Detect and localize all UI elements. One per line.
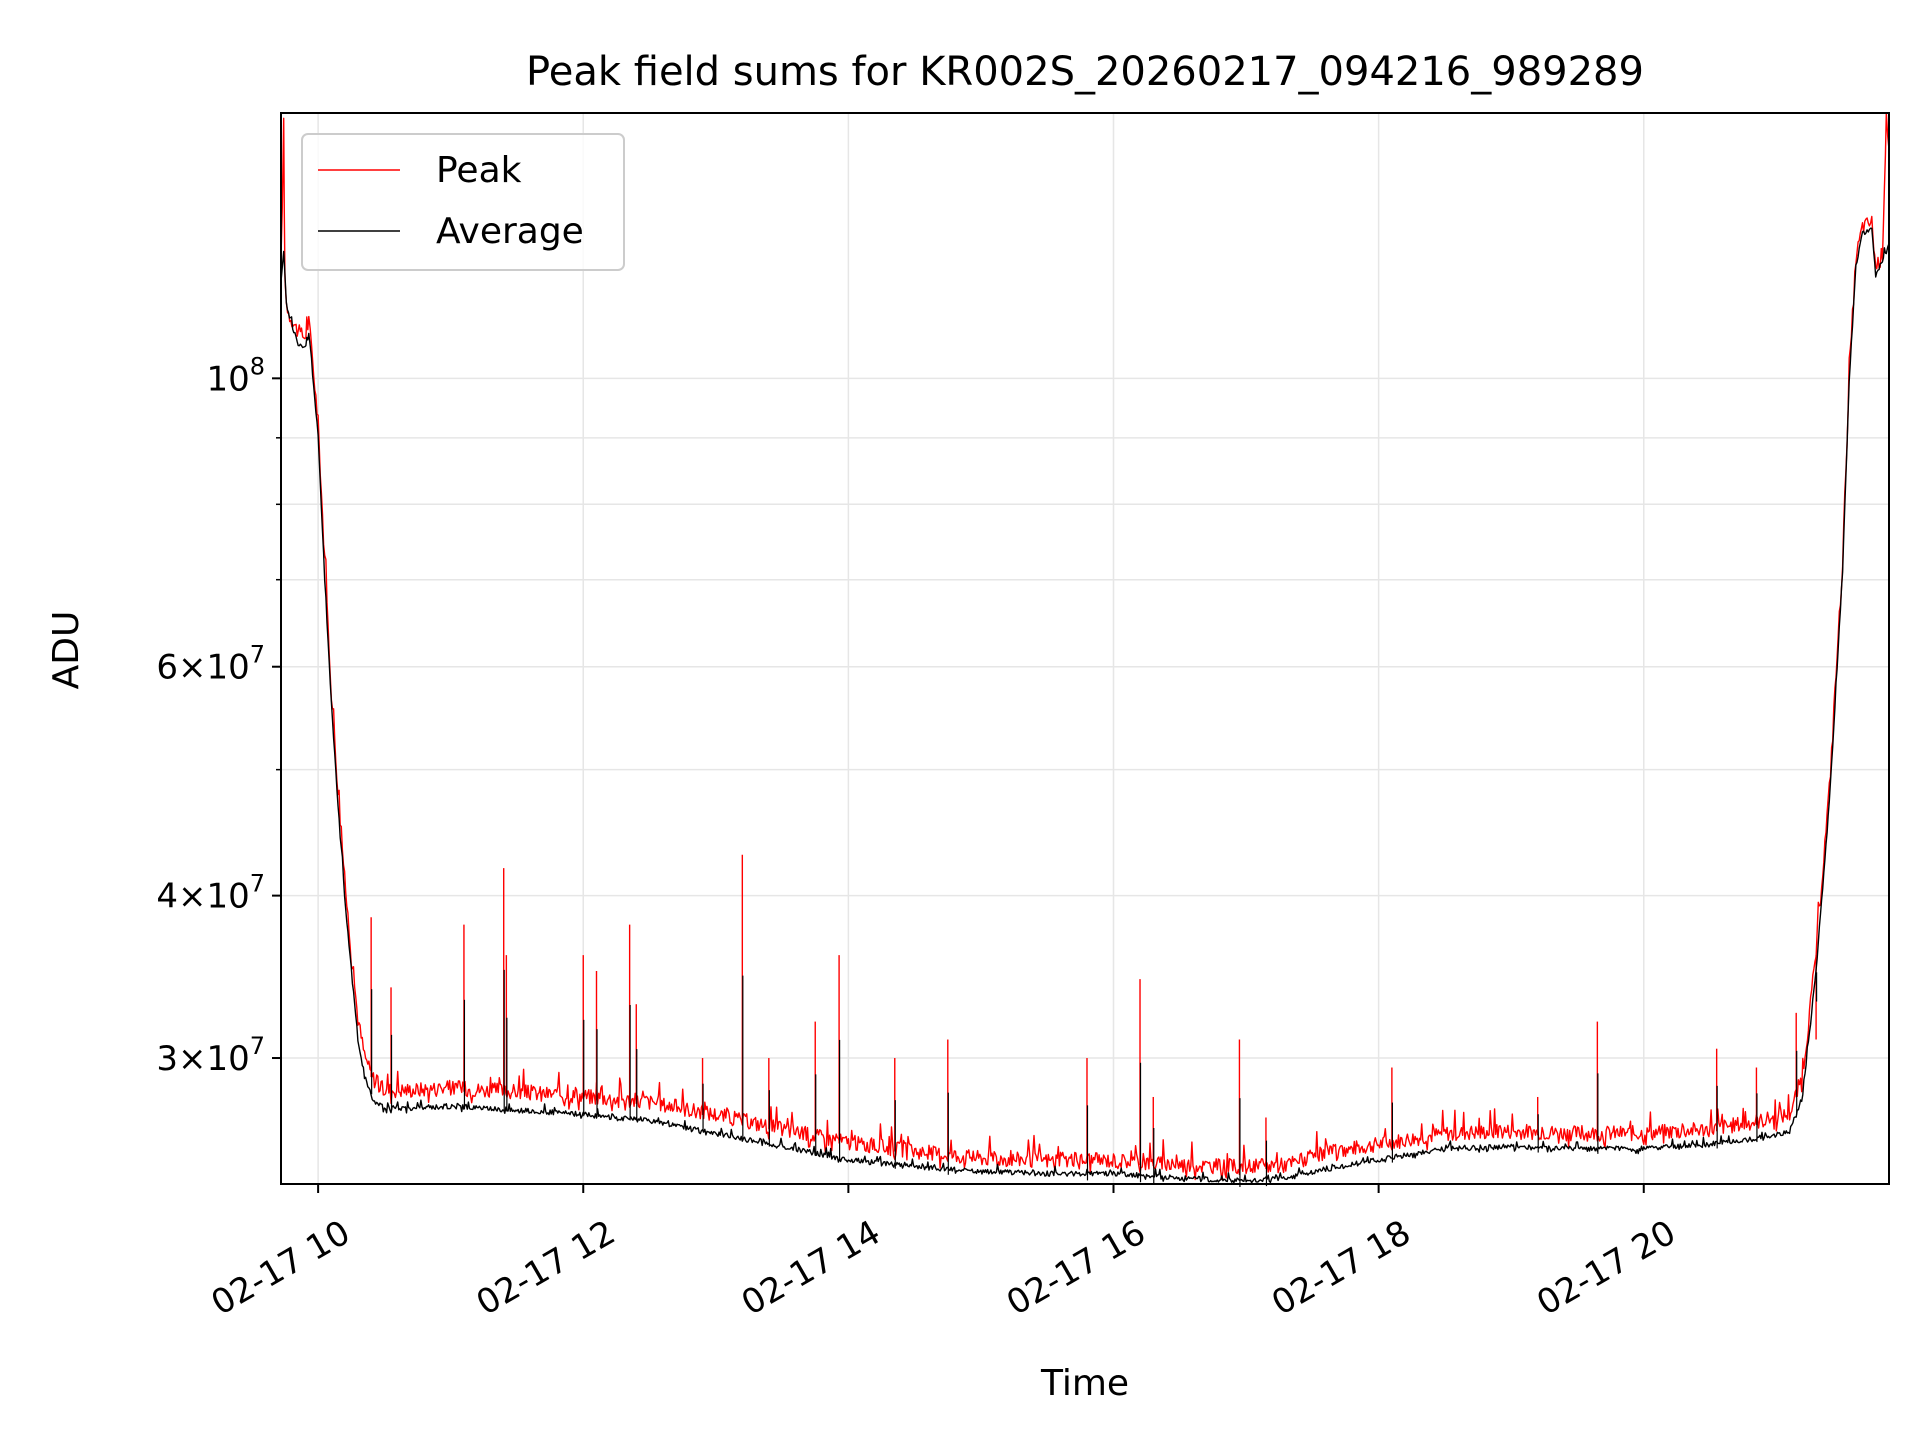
grid	[281, 113, 1889, 1184]
legend: Peak Average	[301, 133, 625, 271]
legend-peak-label: Peak	[436, 150, 522, 191]
chart-title: Peak field sums for KR002S_20260217_0942…	[526, 49, 1644, 95]
x-axis-label: Time	[1040, 1363, 1129, 1404]
peak-series-line	[280, 112, 1890, 1181]
series-layer	[280, 112, 1890, 1188]
legend-average-label: Average	[436, 211, 584, 252]
y-tick-label: 4×107	[156, 870, 265, 917]
y-axis-label: ADU	[46, 611, 87, 690]
y-tick-label: 108	[206, 352, 265, 399]
plot-frame	[280, 112, 1890, 1185]
legend-box	[301, 133, 625, 271]
average-series-line	[280, 227, 1890, 1184]
y-tick-label: 3×107	[156, 1032, 265, 1079]
y-tick-label: 6×107	[156, 641, 265, 688]
